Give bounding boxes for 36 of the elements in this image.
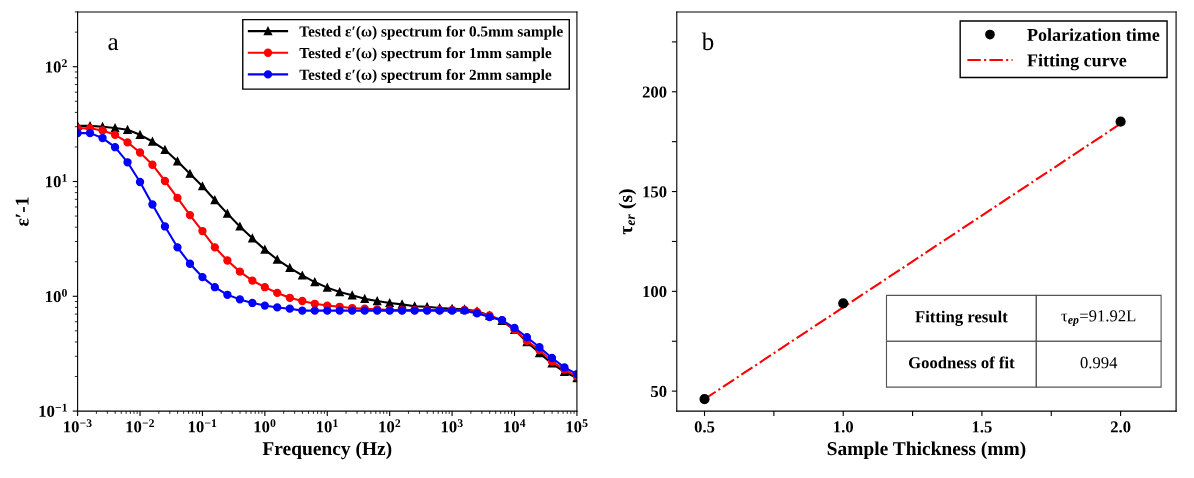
y-tick-label: 10$^{1}$ [46,174,67,188]
y-tick-label: 150 [643,186,667,198]
y-axis-title: τ$_{er}$ (s) [618,189,637,235]
y-tick-label: 100 [643,286,667,298]
x-tick-label: 10$^{1}$ [317,419,338,433]
x-tick-label: 10$^{5}$ [566,419,588,433]
x-tick-label: 2.0 [1110,421,1131,433]
legend-label: Tested ε′(ω) spectrum for 0.5mm sample [299,25,563,40]
x-tick-label: 10$^{3}$ [441,419,463,433]
y-tick-label: 200 [642,86,667,98]
legend-label: Fitting curve [1027,53,1127,71]
y-tick-label: 10$^{2}$ [46,59,67,73]
x-tick-label: 10$^{2}$ [379,419,401,433]
y-tick-label: 10$^{0}$ [46,288,67,303]
annotation: Fitting result [915,310,1008,326]
annotation: 0.994 [1080,357,1118,369]
x-tick-label: 10$^{−3}$ [64,419,92,433]
x-tick-label: 0.5 [694,421,715,433]
x-tick-label: 10$^{−2}$ [126,419,154,433]
x-tick-label: 10$^{−1}$ [188,419,217,433]
legend-label: Tested ε′(ω) spectrum for 1mm sample [299,47,552,62]
x-tick-label: 1.5 [972,421,992,433]
annotation: b [701,32,714,51]
x-tick-label: 10$^{0}$ [254,419,276,433]
y-axis-title: ε′-1 [15,197,29,226]
x-axis-title: Frequency (Hz) [262,441,392,460]
annotation: Goodness of fit [908,356,1015,369]
y-tick-label: 10$^{−1}$ [39,403,67,417]
annotation: a [108,38,119,51]
y-tick-label: 50 [651,385,667,398]
x-tick-label: 10$^{4}$ [504,419,526,433]
legend-label: Polarization time [1027,28,1160,42]
annotation: τ$_{ep}$=91.92L [1061,310,1136,327]
legend-label: Tested ε′(ω) spectrum for 2mm sample [299,69,552,84]
x-axis-title: Sample Thickness (mm) [827,441,1026,460]
x-tick-label: 1.0 [834,421,853,433]
